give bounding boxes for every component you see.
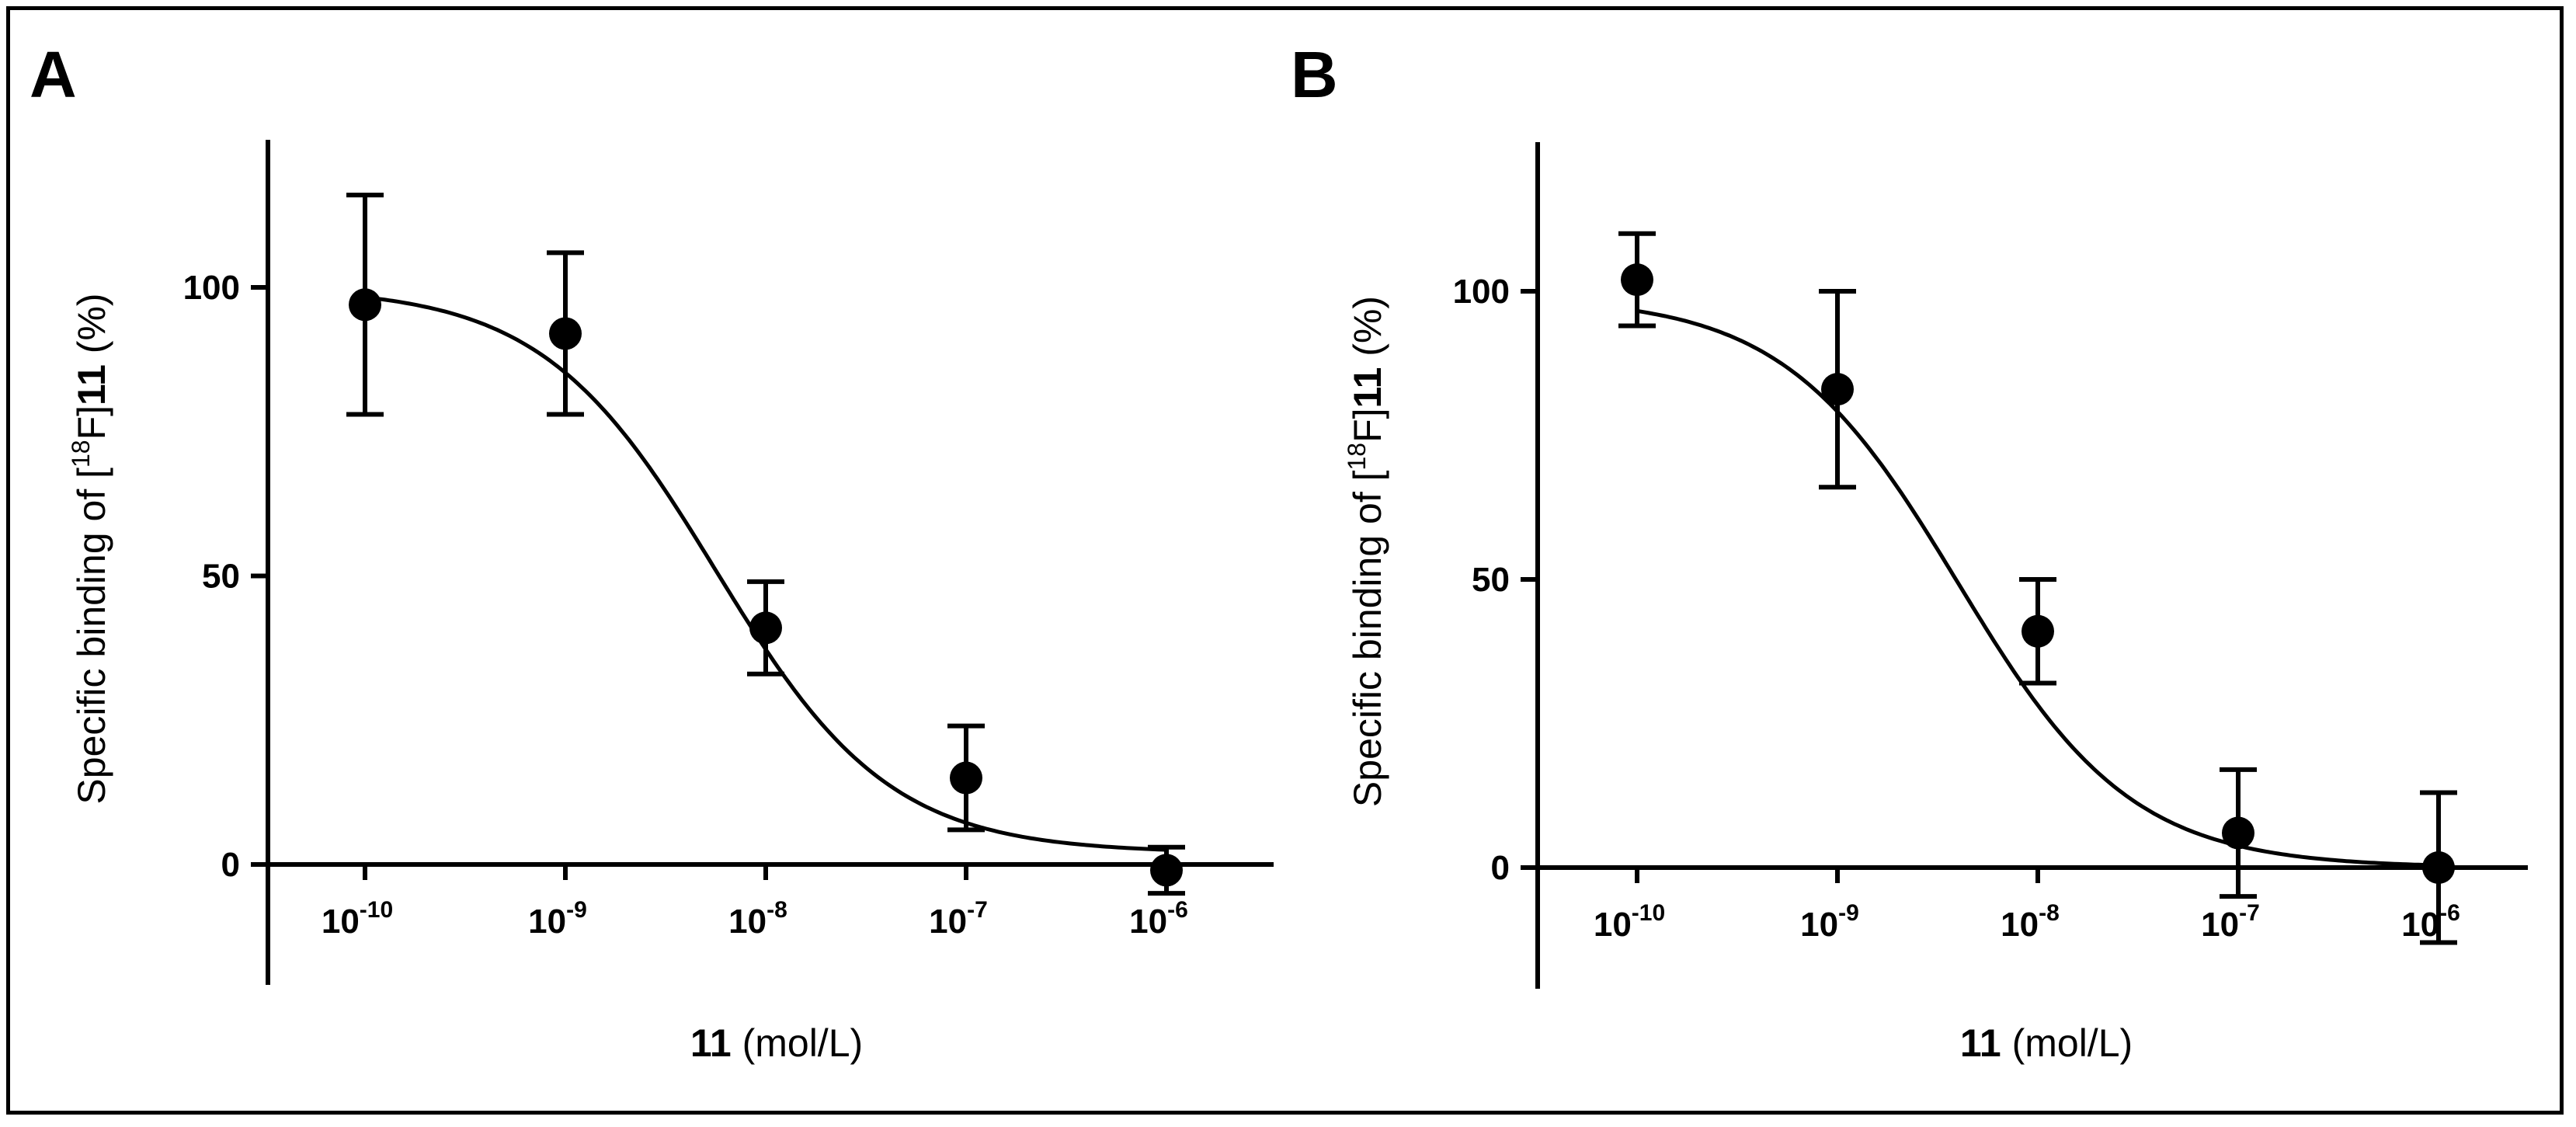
y-tick-label: 100	[183, 269, 240, 307]
x-tick-label: 10-9	[1800, 900, 1859, 944]
x-tick-label: 10-8	[728, 897, 787, 941]
x-tick-label: 10-10	[322, 897, 393, 941]
x-axis-label: 11 (mol/L)	[1960, 1021, 2133, 1065]
x-tick-label: 10-7	[929, 897, 988, 941]
y-tick-label: 100	[1453, 273, 1510, 311]
y-axis-label: Specific binding of [18F]11 (%)	[67, 293, 113, 804]
panel-letter: B	[1291, 38, 1338, 111]
data-point	[749, 611, 782, 645]
x-tick-label: 10-7	[2201, 900, 2260, 944]
y-tick-label: 50	[1472, 561, 1510, 599]
y-tick-label: 0	[221, 846, 240, 884]
data-point	[950, 761, 982, 795]
x-tick-label: 10-6	[2401, 900, 2460, 944]
data-point	[2022, 614, 2054, 648]
x-tick-label: 10-8	[2001, 900, 2060, 944]
fit-curve	[1636, 308, 2439, 868]
data-point	[1821, 373, 1854, 406]
y-axis-label: Specific binding of [18F]11 (%)	[1343, 296, 1389, 807]
data-point	[2222, 816, 2254, 850]
x-tick-label: 10-6	[1129, 897, 1188, 941]
panel-letter: A	[30, 38, 77, 111]
data-point	[1150, 854, 1183, 887]
figure-frame	[6, 6, 2564, 1115]
chart-panel-b: B 0 50 100 10-10 10-9 10-8 10-7 10-6 11 (mol/L) Sp…	[1291, 38, 2528, 1065]
y-tick-label: 50	[202, 558, 240, 596]
x-tick-label: 10-9	[528, 897, 587, 941]
y-tick-label: 0	[1491, 849, 1510, 887]
data-point	[1621, 263, 1653, 297]
chart-panel-a: A 0 50 100 10-10 10-9 10-8 10-7 10-6 11 (mol/L) Sp…	[30, 38, 1274, 1065]
x-axis-label: 11 (mol/L)	[690, 1021, 863, 1065]
x-tick-label: 10-10	[1594, 900, 1665, 944]
data-point	[549, 317, 582, 350]
fit-curve	[364, 295, 1167, 852]
data-point	[349, 288, 381, 322]
data-point	[2422, 851, 2455, 884]
